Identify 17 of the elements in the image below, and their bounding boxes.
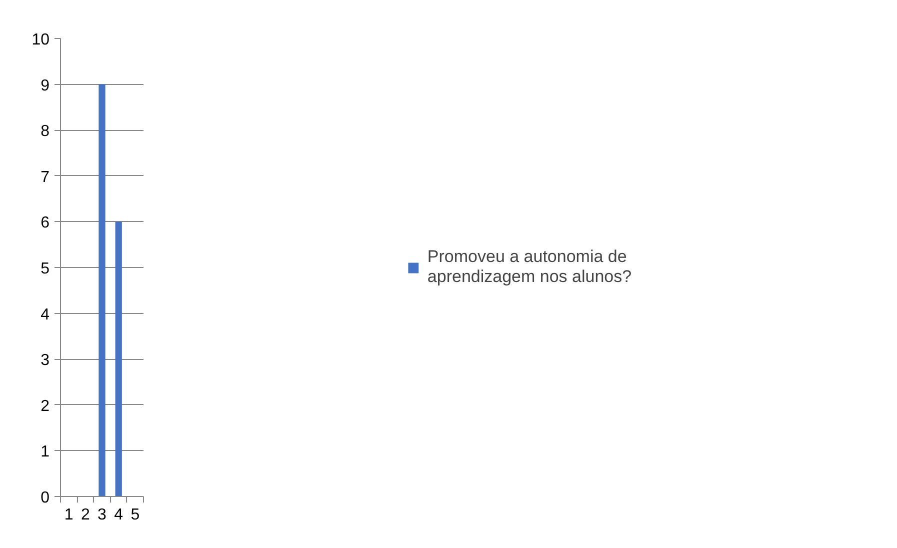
y-tick-label: 5: [40, 260, 50, 278]
y-tick-label: 8: [40, 123, 50, 140]
legend-label: Promoveu a autonomia de aprendizagem nos alunos?: [427, 247, 632, 287]
y-tick-label: 9: [40, 77, 50, 94]
y-tick-label: 6: [40, 214, 50, 232]
y-tick-label: 0: [40, 490, 50, 506]
y-tick-label: 2: [40, 398, 50, 415]
y-tick-label: 7: [40, 168, 50, 186]
x-tick-label: 3: [98, 506, 107, 524]
y-tick-label: 3: [40, 352, 50, 370]
y-tick-label: 10: [32, 32, 50, 48]
x-tick-label: 5: [130, 506, 140, 524]
y-tick-label: 4: [40, 306, 50, 324]
x-tick-label: 2: [80, 506, 90, 524]
x-tick-label: 1: [64, 506, 74, 524]
x-tick-label: 4: [114, 506, 124, 524]
y-tick-label: 1: [40, 444, 50, 461]
